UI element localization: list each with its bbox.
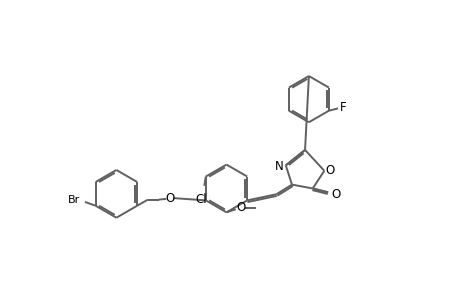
Text: O: O [236,201,245,214]
Text: Br: Br [68,195,80,205]
Text: O: O [325,164,334,177]
Text: O: O [165,192,174,205]
Text: Cl: Cl [195,194,207,206]
Text: F: F [340,101,346,114]
Text: N: N [274,160,283,172]
Text: O: O [330,188,340,201]
